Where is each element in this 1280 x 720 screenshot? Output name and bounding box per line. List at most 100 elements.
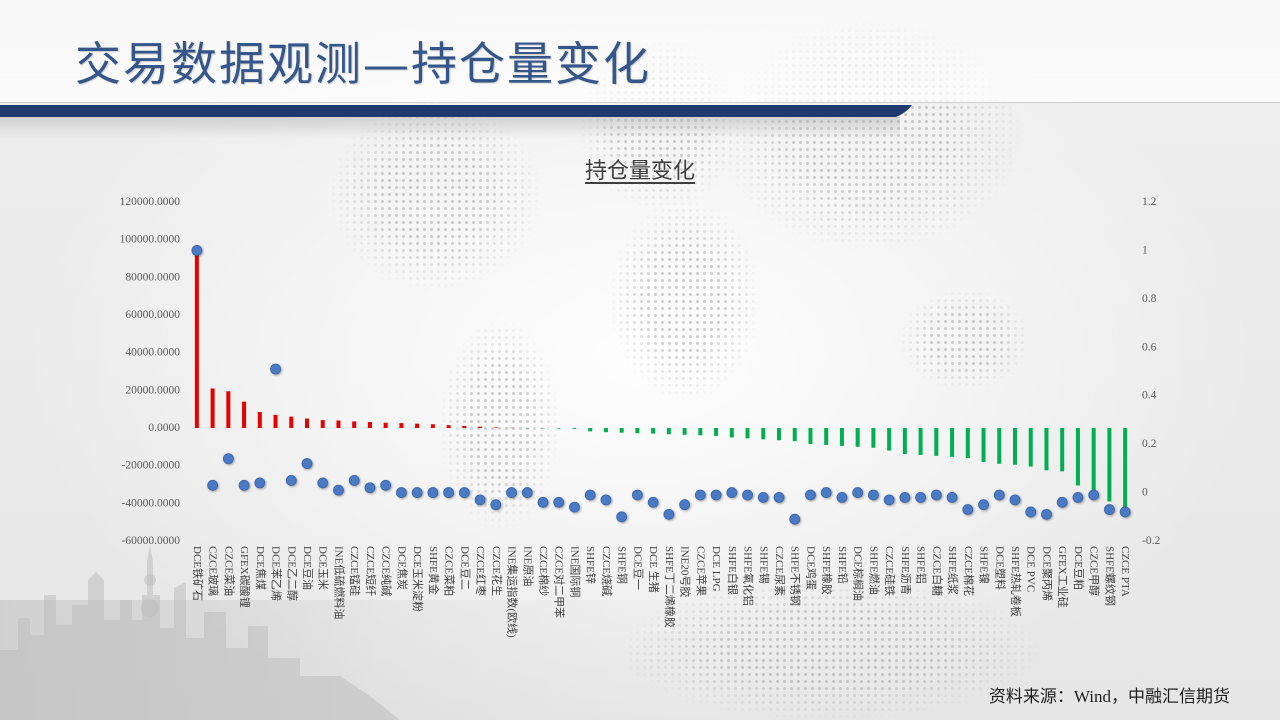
data-point: [191, 245, 203, 256]
category-label: DCE塑料: [993, 546, 1007, 590]
world-map-decoration-oceania: [900, 290, 1030, 390]
bar: [855, 428, 860, 447]
data-point: [710, 489, 722, 501]
category-label: SHFE橡胶: [820, 546, 834, 595]
data-point: [270, 363, 281, 375]
bar: [289, 416, 294, 428]
category-label: SHFE锌: [584, 546, 598, 584]
skyline-silhouette: [0, 545, 400, 720]
category-label: CZCE玻璃: [207, 546, 221, 596]
bar: [997, 428, 1002, 464]
category-label: CZCE甲醇: [1088, 546, 1102, 596]
data-point: [553, 496, 565, 508]
data-point: [757, 492, 769, 503]
slide-title: 交易数据观测—持仓量变化: [75, 37, 651, 91]
data-point: [207, 479, 219, 491]
bar: [478, 426, 483, 428]
bar: [588, 428, 593, 432]
data-point: [1056, 496, 1068, 508]
category-label: SHFE铜: [616, 546, 630, 584]
bar: [194, 250, 199, 428]
data-point: [915, 492, 926, 503]
y-right-tick-label: -0.2: [1142, 535, 1160, 547]
data-point: [962, 504, 974, 515]
title-accent-band: [0, 105, 912, 117]
data-point: [1119, 506, 1131, 518]
bar: [745, 428, 750, 439]
y-right-tick-label: 0.6: [1142, 341, 1157, 353]
data-point: [1025, 506, 1037, 518]
category-label: DCE棕榈油: [852, 546, 866, 601]
bar: [603, 428, 608, 433]
data-point: [663, 508, 675, 520]
data-point: [317, 477, 329, 489]
world-map-decoration-africa: [610, 200, 760, 400]
category-label: CZCE硅铁: [883, 546, 896, 596]
y-left-tick-label: 40000.0000: [125, 347, 180, 359]
category-label: SHFE铝: [915, 546, 929, 584]
bar: [1091, 428, 1096, 492]
bar: [965, 428, 970, 459]
data-point: [600, 494, 612, 506]
data-point: [852, 487, 864, 498]
bar: [729, 428, 734, 438]
data-point: [333, 484, 344, 496]
bar: [1013, 428, 1017, 465]
data-point: [742, 489, 753, 501]
y-left-tick-label: 20000.0000: [125, 384, 180, 396]
data-point: [1072, 492, 1084, 503]
data-point: [868, 489, 879, 501]
data-point: [474, 494, 486, 506]
category-label: DCE乙二醇: [285, 546, 299, 601]
data-point: [411, 487, 423, 498]
data-point: [930, 489, 942, 501]
data-point: [285, 475, 297, 486]
bar: [1123, 428, 1128, 511]
bar: [273, 414, 278, 428]
y-left-tick-label: 80000.0000: [125, 271, 180, 283]
category-label: DCE玉米淀粉: [411, 546, 425, 612]
category-label: DCE豆油: [301, 546, 315, 590]
bar: [714, 428, 719, 436]
data-point: [222, 453, 234, 465]
data-point: [458, 487, 470, 498]
bar: [493, 427, 498, 428]
category-label: SHFE白银: [726, 546, 740, 595]
accent-band-shadow: [0, 117, 900, 139]
bar: [572, 428, 577, 429]
category-label: CZCE棉纱: [537, 546, 551, 596]
tower-sphere-lower: [141, 599, 159, 617]
bar: [556, 428, 561, 429]
category-label: SHFE热轧卷板: [1009, 546, 1023, 617]
bar: [462, 425, 467, 428]
category-label: CZCE烧碱: [600, 546, 613, 596]
data-point: [616, 511, 628, 523]
bar: [839, 428, 844, 446]
data-point: [1088, 489, 1100, 501]
y-right-tick-label: 0.4: [1142, 390, 1157, 402]
bar: [871, 428, 876, 448]
bar: [918, 428, 923, 455]
chart-title: 持仓量变化: [584, 158, 695, 183]
category-label: INE国际铜: [568, 546, 582, 597]
bar: [934, 428, 939, 456]
data-point: [348, 475, 360, 486]
y-left-tick-label: -20000.0000: [122, 460, 181, 472]
category-label: DCE焦炭: [395, 546, 408, 590]
data-point: [694, 489, 706, 501]
bar: [635, 428, 640, 434]
data-point: [1041, 508, 1052, 520]
bar: [446, 425, 451, 428]
world-map-decoration-north-america: [330, 100, 540, 290]
category-label: SHFE燃油: [867, 546, 881, 595]
bar: [792, 428, 797, 442]
category-label: SHFE沥青: [899, 546, 912, 595]
bar: [698, 428, 703, 436]
category-label: INE低硫燃料油: [332, 546, 346, 619]
category-label: SHFE黄金: [427, 546, 441, 595]
y-left-tick-label: 120000.0000: [120, 196, 181, 208]
category-label: CZCE白糖: [930, 546, 944, 596]
category-label: CZCE棉花: [962, 546, 976, 596]
bar: [305, 418, 309, 428]
category-label: SHFE铅: [836, 546, 850, 584]
